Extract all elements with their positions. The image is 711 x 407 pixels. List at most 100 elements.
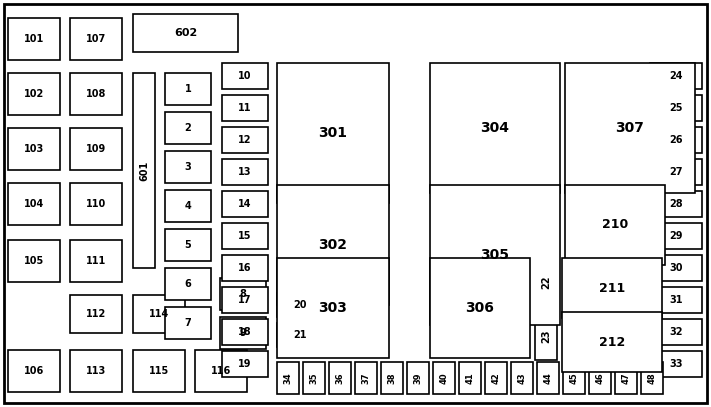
Bar bbox=[165, 190, 211, 222]
Bar bbox=[195, 350, 247, 392]
Bar bbox=[562, 258, 662, 318]
Bar bbox=[277, 293, 323, 317]
Bar bbox=[222, 287, 268, 313]
Text: 36: 36 bbox=[336, 372, 345, 384]
Bar bbox=[355, 362, 377, 394]
Text: 115: 115 bbox=[149, 366, 169, 376]
Bar bbox=[70, 295, 122, 333]
Text: 107: 107 bbox=[86, 34, 106, 44]
Bar bbox=[277, 258, 389, 358]
Bar bbox=[277, 323, 323, 347]
Bar bbox=[70, 18, 122, 60]
Text: 111: 111 bbox=[86, 256, 106, 266]
Text: 108: 108 bbox=[86, 89, 106, 99]
Bar bbox=[407, 362, 429, 394]
Bar bbox=[565, 63, 695, 193]
Text: 17: 17 bbox=[238, 295, 252, 305]
Text: 210: 210 bbox=[602, 219, 628, 232]
Bar bbox=[70, 73, 122, 115]
Text: 25: 25 bbox=[669, 103, 683, 113]
Text: 116: 116 bbox=[211, 366, 231, 376]
Bar bbox=[222, 191, 268, 217]
Bar bbox=[459, 362, 481, 394]
Text: 13: 13 bbox=[238, 167, 252, 177]
Text: 304: 304 bbox=[481, 121, 510, 135]
Bar bbox=[165, 307, 211, 339]
Bar bbox=[650, 127, 702, 153]
Text: 35: 35 bbox=[309, 372, 319, 384]
Bar bbox=[165, 73, 211, 105]
Bar bbox=[8, 128, 60, 170]
Bar bbox=[537, 362, 559, 394]
Bar bbox=[650, 351, 702, 377]
Bar bbox=[565, 185, 665, 265]
Text: 42: 42 bbox=[491, 372, 501, 384]
Text: 15: 15 bbox=[238, 231, 252, 241]
Bar bbox=[430, 63, 560, 193]
Bar bbox=[8, 183, 60, 225]
Bar bbox=[650, 319, 702, 345]
Bar bbox=[133, 350, 185, 392]
Text: 33: 33 bbox=[669, 359, 683, 369]
Text: 1: 1 bbox=[185, 84, 191, 94]
Text: 12: 12 bbox=[238, 135, 252, 145]
Text: 29: 29 bbox=[669, 231, 683, 241]
Bar bbox=[381, 362, 403, 394]
Bar bbox=[535, 258, 557, 306]
Text: 26: 26 bbox=[669, 135, 683, 145]
Bar bbox=[165, 229, 211, 261]
Bar bbox=[70, 350, 122, 392]
Bar bbox=[277, 362, 299, 394]
Bar bbox=[8, 18, 60, 60]
Text: 14: 14 bbox=[238, 199, 252, 209]
Text: 45: 45 bbox=[570, 372, 579, 384]
Bar bbox=[277, 63, 389, 203]
Text: 39: 39 bbox=[414, 372, 422, 384]
Text: 5: 5 bbox=[185, 240, 191, 250]
Text: 601: 601 bbox=[139, 160, 149, 181]
Bar bbox=[433, 362, 455, 394]
Text: 24: 24 bbox=[669, 71, 683, 81]
Text: 32: 32 bbox=[669, 327, 683, 337]
Bar bbox=[222, 223, 268, 249]
Bar bbox=[650, 95, 702, 121]
Text: 306: 306 bbox=[466, 301, 494, 315]
Bar bbox=[70, 240, 122, 282]
Text: 109: 109 bbox=[86, 144, 106, 154]
Bar bbox=[641, 362, 663, 394]
Text: 302: 302 bbox=[319, 238, 348, 252]
Bar bbox=[8, 73, 60, 115]
Bar bbox=[562, 312, 662, 372]
Bar bbox=[589, 362, 611, 394]
Bar bbox=[222, 63, 268, 89]
Text: 9: 9 bbox=[240, 328, 247, 338]
Text: 113: 113 bbox=[86, 366, 106, 376]
Text: 6: 6 bbox=[185, 279, 191, 289]
Bar bbox=[133, 73, 155, 268]
Bar bbox=[563, 362, 585, 394]
Text: 307: 307 bbox=[616, 121, 644, 135]
Text: 11: 11 bbox=[238, 103, 252, 113]
Text: 44: 44 bbox=[543, 372, 552, 384]
Bar bbox=[650, 191, 702, 217]
Bar bbox=[220, 317, 266, 349]
Bar bbox=[650, 63, 702, 89]
Bar bbox=[133, 14, 238, 52]
Text: 212: 212 bbox=[599, 335, 625, 348]
Text: 46: 46 bbox=[596, 372, 604, 384]
Text: 34: 34 bbox=[284, 372, 292, 384]
Text: 8: 8 bbox=[240, 289, 247, 299]
Bar bbox=[70, 183, 122, 225]
Text: 110: 110 bbox=[86, 199, 106, 209]
Bar bbox=[650, 287, 702, 313]
Bar bbox=[222, 319, 268, 345]
Bar bbox=[8, 350, 60, 392]
Bar bbox=[430, 185, 560, 325]
Text: 114: 114 bbox=[149, 309, 169, 319]
Bar bbox=[650, 255, 702, 281]
Bar bbox=[133, 295, 185, 333]
Bar bbox=[165, 151, 211, 183]
Text: 301: 301 bbox=[319, 126, 348, 140]
Text: 43: 43 bbox=[518, 372, 527, 384]
Text: 106: 106 bbox=[24, 366, 44, 376]
